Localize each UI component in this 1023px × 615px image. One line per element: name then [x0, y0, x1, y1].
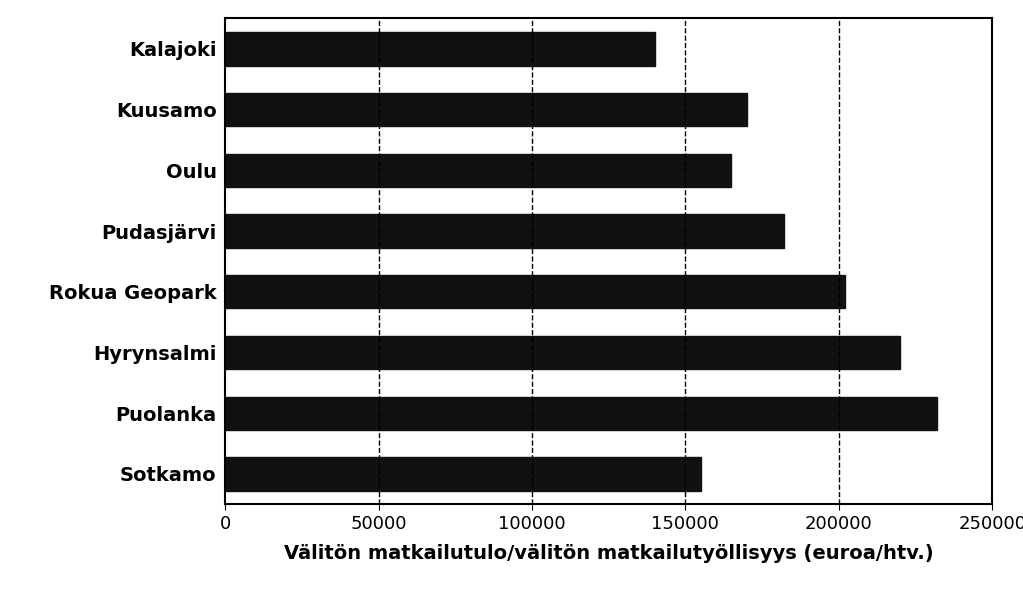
X-axis label: Välitön matkailutulo/välitön matkailutyöllisyys (euroa/htv.): Välitön matkailutulo/välitön matkailutyö…	[283, 544, 934, 563]
Bar	[225, 397, 937, 430]
Bar	[225, 154, 731, 187]
Bar	[225, 336, 900, 369]
Bar	[225, 457, 701, 491]
Bar	[225, 93, 747, 126]
Bar	[225, 32, 655, 66]
Bar	[225, 275, 845, 309]
Bar	[225, 214, 784, 248]
